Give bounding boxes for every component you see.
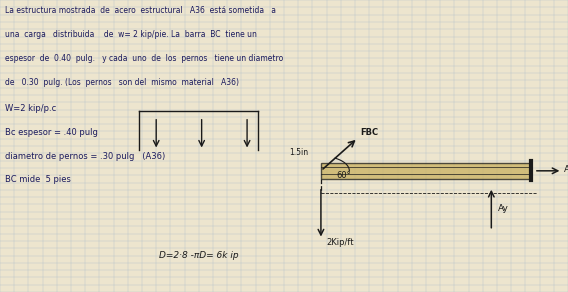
Text: 2Kip/ft: 2Kip/ft [327,238,354,247]
Text: 60°: 60° [337,171,352,180]
Text: una  carga   distribuida    de  w= 2 kip/pie. La  barra  BC  tiene un: una carga distribuida de w= 2 kip/pie. L… [5,30,256,39]
Text: Ay: Ay [498,204,509,213]
Text: de   0.30  pulg. (Los  pernos   son del  mismo  material   A36): de 0.30 pulg. (Los pernos son del mismo … [5,78,239,87]
Text: FBC: FBC [361,128,379,137]
Text: diametro de pernos = .30 pulg   (A36): diametro de pernos = .30 pulg (A36) [5,152,165,161]
Text: Ax: Ax [564,165,568,174]
Text: BC mide  5 pies: BC mide 5 pies [5,175,70,185]
Text: espesor  de  0.40  pulg.   y cada  uno  de  los  pernos   tiene un diametro: espesor de 0.40 pulg. y cada uno de los … [5,54,283,63]
Text: D=2·8 -πD= 6k ip: D=2·8 -πD= 6k ip [159,251,239,260]
Text: Bc espesor = .40 pulg: Bc espesor = .40 pulg [5,128,98,137]
Text: W=2 kip/p.c: W=2 kip/p.c [5,104,56,113]
Text: 1.5in: 1.5in [290,148,309,157]
Text: La estructura mostrada  de  acero  estructural   A36  está sometida   a: La estructura mostrada de acero estructu… [5,6,275,15]
Bar [321,163,531,179]
